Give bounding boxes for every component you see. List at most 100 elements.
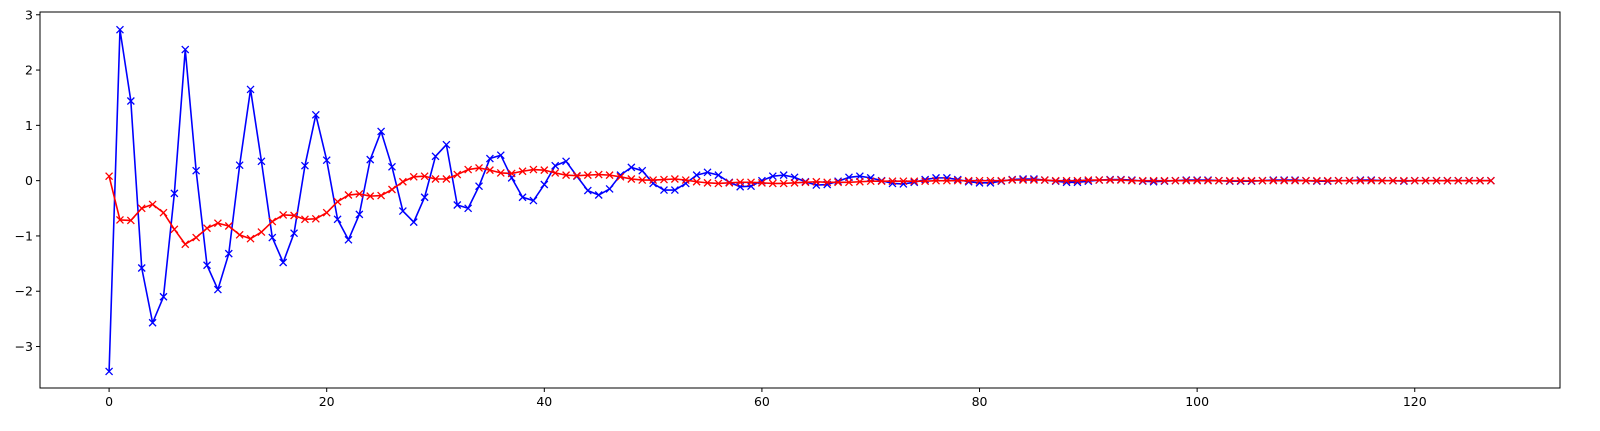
series-2-point (1410, 176, 1419, 185)
series-2-point (932, 176, 940, 185)
series-1-point (953, 175, 962, 184)
series-2-point (1204, 176, 1212, 185)
series-2-point (246, 234, 255, 243)
series-2-point (583, 171, 592, 180)
series-2-point (485, 166, 494, 175)
series-1-point (562, 157, 571, 166)
x-tick-label: 40 (536, 394, 552, 409)
series-2-point (1291, 176, 1300, 185)
series-2-point (725, 178, 734, 187)
series-2-point (953, 176, 962, 185)
series-1-point (583, 186, 592, 195)
series-2-point (126, 216, 135, 225)
series-1-point (453, 201, 462, 209)
series-2-point (1432, 176, 1441, 185)
series-2-point (1127, 176, 1136, 185)
series-2-point (1084, 176, 1093, 185)
series-1-point (322, 156, 331, 165)
series-1-point (1149, 177, 1158, 186)
series-2-point (845, 178, 853, 187)
series-2-point (1443, 176, 1452, 185)
series-1-point (605, 184, 614, 193)
series-2-point (1019, 176, 1028, 185)
series-2-point (834, 178, 843, 187)
y-tick-label: −1 (15, 228, 33, 243)
series-2-point (649, 176, 658, 185)
series-2-point (616, 172, 625, 181)
series-1-point (649, 179, 658, 188)
series-2-point (594, 170, 603, 179)
series-1-point (496, 151, 505, 160)
series-1-point (518, 193, 527, 202)
x-tick-label: 20 (319, 394, 335, 409)
series-2-point (1454, 176, 1463, 185)
series-1-point (170, 189, 179, 198)
series-2-point (779, 179, 788, 188)
series-1-point (409, 218, 418, 227)
series-1-point (529, 196, 538, 205)
series-1-point (355, 210, 364, 219)
series-2-point (1106, 176, 1115, 185)
series-2-point (268, 217, 277, 226)
series-1-point (268, 233, 277, 242)
series-1-point (377, 127, 386, 136)
series-1-point (246, 85, 255, 94)
series-1-point (1019, 175, 1028, 183)
series-2-point (1138, 176, 1147, 185)
series-2-point (942, 176, 951, 185)
series-2-point (279, 210, 288, 219)
series-1-point (638, 166, 647, 175)
series-2-point (1051, 176, 1060, 185)
series-1-point (181, 45, 190, 54)
series-1-point (388, 162, 396, 171)
series-2-point (344, 191, 353, 199)
series-1-point (344, 235, 353, 244)
series-1-point (692, 171, 701, 180)
series-2-point (1225, 176, 1234, 185)
series-1-point (768, 172, 777, 181)
series-2-point (496, 168, 505, 177)
series-2-point (518, 167, 527, 176)
series-1-point (116, 25, 124, 34)
series-2-point (736, 178, 745, 187)
series-2-point (1269, 176, 1278, 185)
series-2-point (170, 225, 179, 234)
series-2-point (311, 214, 320, 223)
series-2-point (899, 177, 908, 186)
series-2-point (355, 189, 364, 198)
series-2-point (1334, 176, 1343, 185)
series-2-point (910, 177, 919, 186)
series-2-point (1399, 176, 1408, 185)
series-2-point (572, 171, 581, 180)
series-2-point (551, 168, 560, 177)
series-1-point (300, 161, 309, 170)
series-2-point (1280, 176, 1289, 185)
series-2-point (192, 233, 201, 242)
series-2-point (1214, 176, 1223, 185)
series-2-point (540, 166, 549, 175)
series-2-point (1095, 176, 1104, 185)
series-2-point (1008, 176, 1017, 185)
series-2-point (1160, 176, 1169, 185)
series-2-point (605, 171, 614, 180)
series-1-point (137, 264, 146, 272)
series-2-point (670, 175, 679, 183)
series-2-point (181, 240, 190, 249)
x-axis: 0 20 40 60 80 100 120 (105, 388, 1427, 409)
series-1-point (333, 215, 342, 224)
series-2-point (627, 175, 636, 183)
series-1-point (442, 140, 451, 149)
series-1-point (660, 186, 668, 195)
series-1-point (235, 161, 244, 170)
series-1-point (398, 207, 407, 216)
series-2-point (409, 172, 418, 181)
series-1-point (290, 229, 299, 238)
series-2-point (388, 185, 396, 194)
series-2-point (257, 228, 266, 237)
series-2-point (638, 176, 647, 185)
series-1-point (279, 258, 288, 267)
series-2-point (888, 177, 897, 186)
series-2-point (964, 176, 973, 185)
x-tick-label: 0 (105, 394, 113, 409)
series-2-point (1356, 176, 1365, 185)
